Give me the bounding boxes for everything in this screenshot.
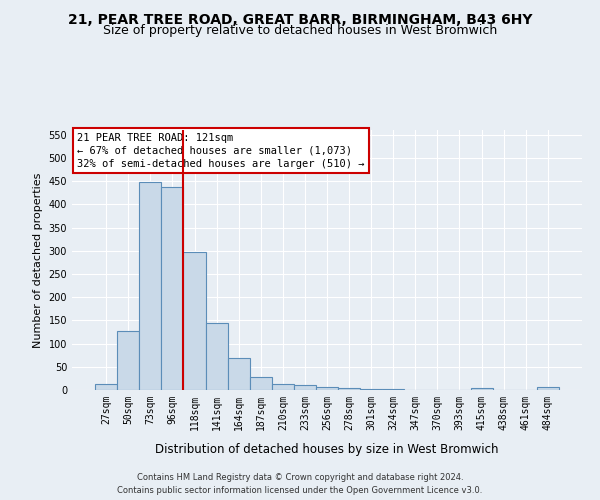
- Bar: [470, 388, 493, 390]
- Text: 21, PEAR TREE ROAD, GREAT BARR, BIRMINGHAM, B43 6HY: 21, PEAR TREE ROAD, GREAT BARR, BIRMINGH…: [68, 12, 532, 26]
- Bar: [184, 252, 206, 390]
- Bar: [382, 389, 404, 390]
- Text: Distribution of detached houses by size in West Bromwich: Distribution of detached houses by size …: [155, 442, 499, 456]
- Bar: [139, 182, 161, 390]
- Bar: [206, 322, 227, 390]
- Bar: [316, 387, 338, 390]
- Text: Size of property relative to detached houses in West Bromwich: Size of property relative to detached ho…: [103, 24, 497, 37]
- Text: 21 PEAR TREE ROAD: 121sqm
← 67% of detached houses are smaller (1,073)
32% of se: 21 PEAR TREE ROAD: 121sqm ← 67% of detac…: [77, 132, 365, 169]
- Bar: [360, 388, 382, 390]
- Bar: [338, 388, 360, 390]
- Bar: [272, 384, 294, 390]
- Y-axis label: Number of detached properties: Number of detached properties: [33, 172, 43, 348]
- Text: Contains HM Land Registry data © Crown copyright and database right 2024.
Contai: Contains HM Land Registry data © Crown c…: [118, 474, 482, 495]
- Bar: [537, 387, 559, 390]
- Bar: [227, 358, 250, 390]
- Bar: [250, 378, 272, 390]
- Bar: [161, 186, 184, 390]
- Bar: [117, 331, 139, 390]
- Bar: [95, 384, 117, 390]
- Bar: [294, 386, 316, 390]
